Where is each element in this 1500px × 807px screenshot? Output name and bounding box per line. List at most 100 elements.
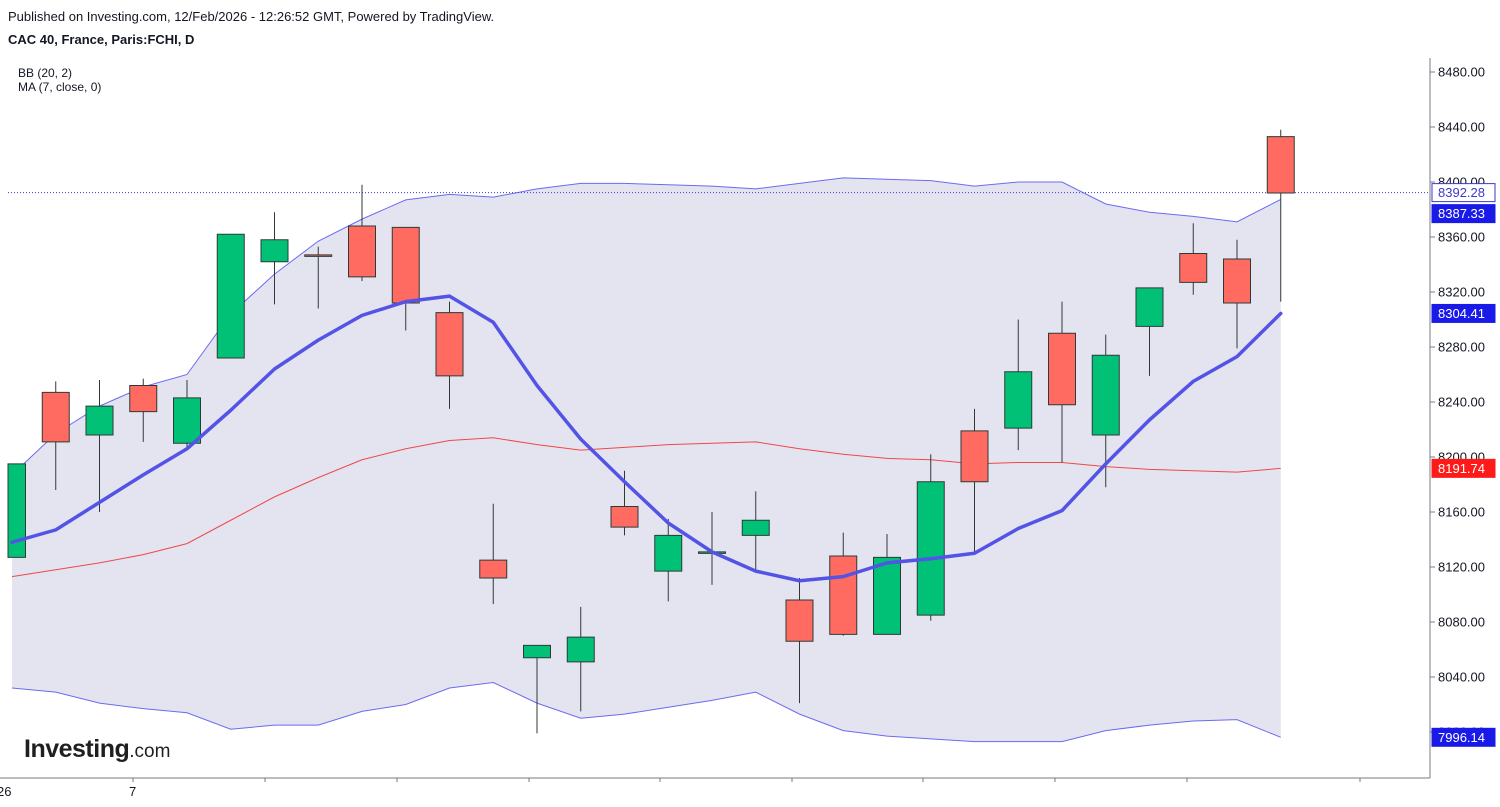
- x-tick-label: 26: [0, 784, 11, 799]
- y-tick-label: 8120.00: [1438, 560, 1485, 575]
- price-tag-label: 8304.41: [1438, 306, 1485, 321]
- y-tick-label: 8080.00: [1438, 615, 1485, 630]
- bb-lower-line: [11, 681, 1281, 743]
- candle: [610, 470, 639, 536]
- logo-suffix-text: .com: [129, 741, 171, 762]
- candle-body: [391, 226, 420, 304]
- candle-body: [435, 312, 464, 377]
- candle-body: [1135, 287, 1164, 327]
- x-tick-label: 7: [129, 784, 136, 799]
- candle: [41, 381, 70, 490]
- ma-line: [10, 294, 1283, 583]
- price-tag-label: 7996.14: [1438, 730, 1485, 745]
- price-tags: 8392.28 8387.33 8304.41 8191.74 7996.14: [1431, 183, 1496, 747]
- candle: [348, 184, 376, 281]
- candle-body: [260, 239, 289, 263]
- candle: [829, 532, 858, 636]
- candle: [173, 380, 201, 448]
- candle-body: [654, 534, 683, 572]
- y-tick-label: 8440.00: [1438, 120, 1485, 135]
- price-tag-label: 8387.33: [1438, 206, 1485, 221]
- candle: [391, 226, 420, 331]
- price-tag: 7996.14: [1431, 727, 1496, 747]
- candle: [1135, 287, 1164, 376]
- y-tick-label: 8480.00: [1438, 65, 1485, 80]
- ma-indicator-label[interactable]: MA (7, close, 0): [18, 80, 102, 94]
- bollinger-bands: [11, 177, 1281, 743]
- candle-body: [1091, 354, 1120, 436]
- candle: [654, 518, 683, 602]
- y-tick-label: 8360.00: [1438, 230, 1485, 245]
- candle-body: [1223, 258, 1251, 304]
- candle-body: [873, 556, 901, 635]
- symbol-title: CAC 40, France, Paris:FCHI, D: [8, 32, 195, 47]
- candle-body: [1004, 371, 1033, 429]
- candle: [1266, 129, 1295, 302]
- y-tick-label: 8160.00: [1438, 505, 1485, 520]
- candle: [960, 408, 989, 552]
- candle: [1048, 301, 1076, 463]
- price-tag: 8191.74: [1431, 458, 1496, 478]
- candle: [1223, 239, 1251, 349]
- candle-body: [741, 519, 770, 536]
- candle-body: [129, 385, 158, 413]
- candle: [785, 578, 814, 704]
- price-tag-label: 8191.74: [1438, 461, 1485, 476]
- candle-body: [916, 481, 945, 616]
- candle: [85, 380, 114, 512]
- y-tick-label: 8040.00: [1438, 670, 1485, 685]
- candle: [304, 246, 333, 309]
- candle: [873, 534, 901, 635]
- candle: [741, 491, 770, 572]
- candle-body: [960, 430, 989, 483]
- price-tag-box: [1431, 727, 1496, 747]
- candle: [216, 233, 245, 359]
- moving-average: [10, 294, 1283, 583]
- candle-body: [1179, 253, 1208, 283]
- candle: [1179, 223, 1208, 295]
- price-tag-box: [1431, 303, 1496, 323]
- candle: [479, 503, 508, 605]
- candle-body: [173, 397, 201, 444]
- candle: [7, 463, 26, 558]
- bb-indicator-label[interactable]: BB (20, 2): [18, 66, 73, 80]
- price-tag-label: 8392.28: [1438, 185, 1485, 200]
- candle-body: [7, 463, 26, 558]
- candle-body: [348, 225, 376, 278]
- price-tag-box: [1431, 183, 1496, 203]
- candle-body: [1048, 332, 1076, 406]
- candle: [435, 301, 464, 409]
- candle-body: [479, 559, 508, 579]
- y-tick-label: 8240.00: [1438, 395, 1485, 410]
- candle-body: [304, 254, 333, 257]
- y-tick-label: 8280.00: [1438, 340, 1485, 355]
- candle: [523, 644, 551, 734]
- candles: [7, 129, 1295, 734]
- price-tag: 8387.33: [1431, 204, 1496, 224]
- candle-body: [41, 391, 70, 443]
- candle-body: [523, 644, 551, 659]
- candle-body: [85, 405, 114, 436]
- candle: [1004, 319, 1033, 451]
- price-tag-box: [1431, 204, 1496, 224]
- candle: [566, 606, 595, 712]
- candle: [260, 212, 289, 305]
- bb-basis-line: [11, 437, 1281, 578]
- price-tag: 8392.28: [1431, 183, 1496, 203]
- candle-body: [785, 599, 814, 642]
- candle-body: [566, 636, 595, 663]
- candle-body: [829, 555, 858, 635]
- price-tag: 8304.41: [1431, 303, 1496, 323]
- published-line: Published on Investing.com, 12/Feb/2026 …: [8, 9, 495, 24]
- candle-body: [216, 233, 245, 359]
- y-tick-label: 8320.00: [1438, 285, 1485, 300]
- candle-body: [610, 506, 639, 528]
- candle: [129, 378, 158, 442]
- candle: [1091, 334, 1120, 488]
- price-tag-box: [1431, 458, 1496, 478]
- candle-body: [1266, 136, 1295, 194]
- logo-main-text: Investing: [24, 735, 130, 763]
- candle: [916, 454, 945, 621]
- investing-logo: Investing.com: [24, 735, 170, 764]
